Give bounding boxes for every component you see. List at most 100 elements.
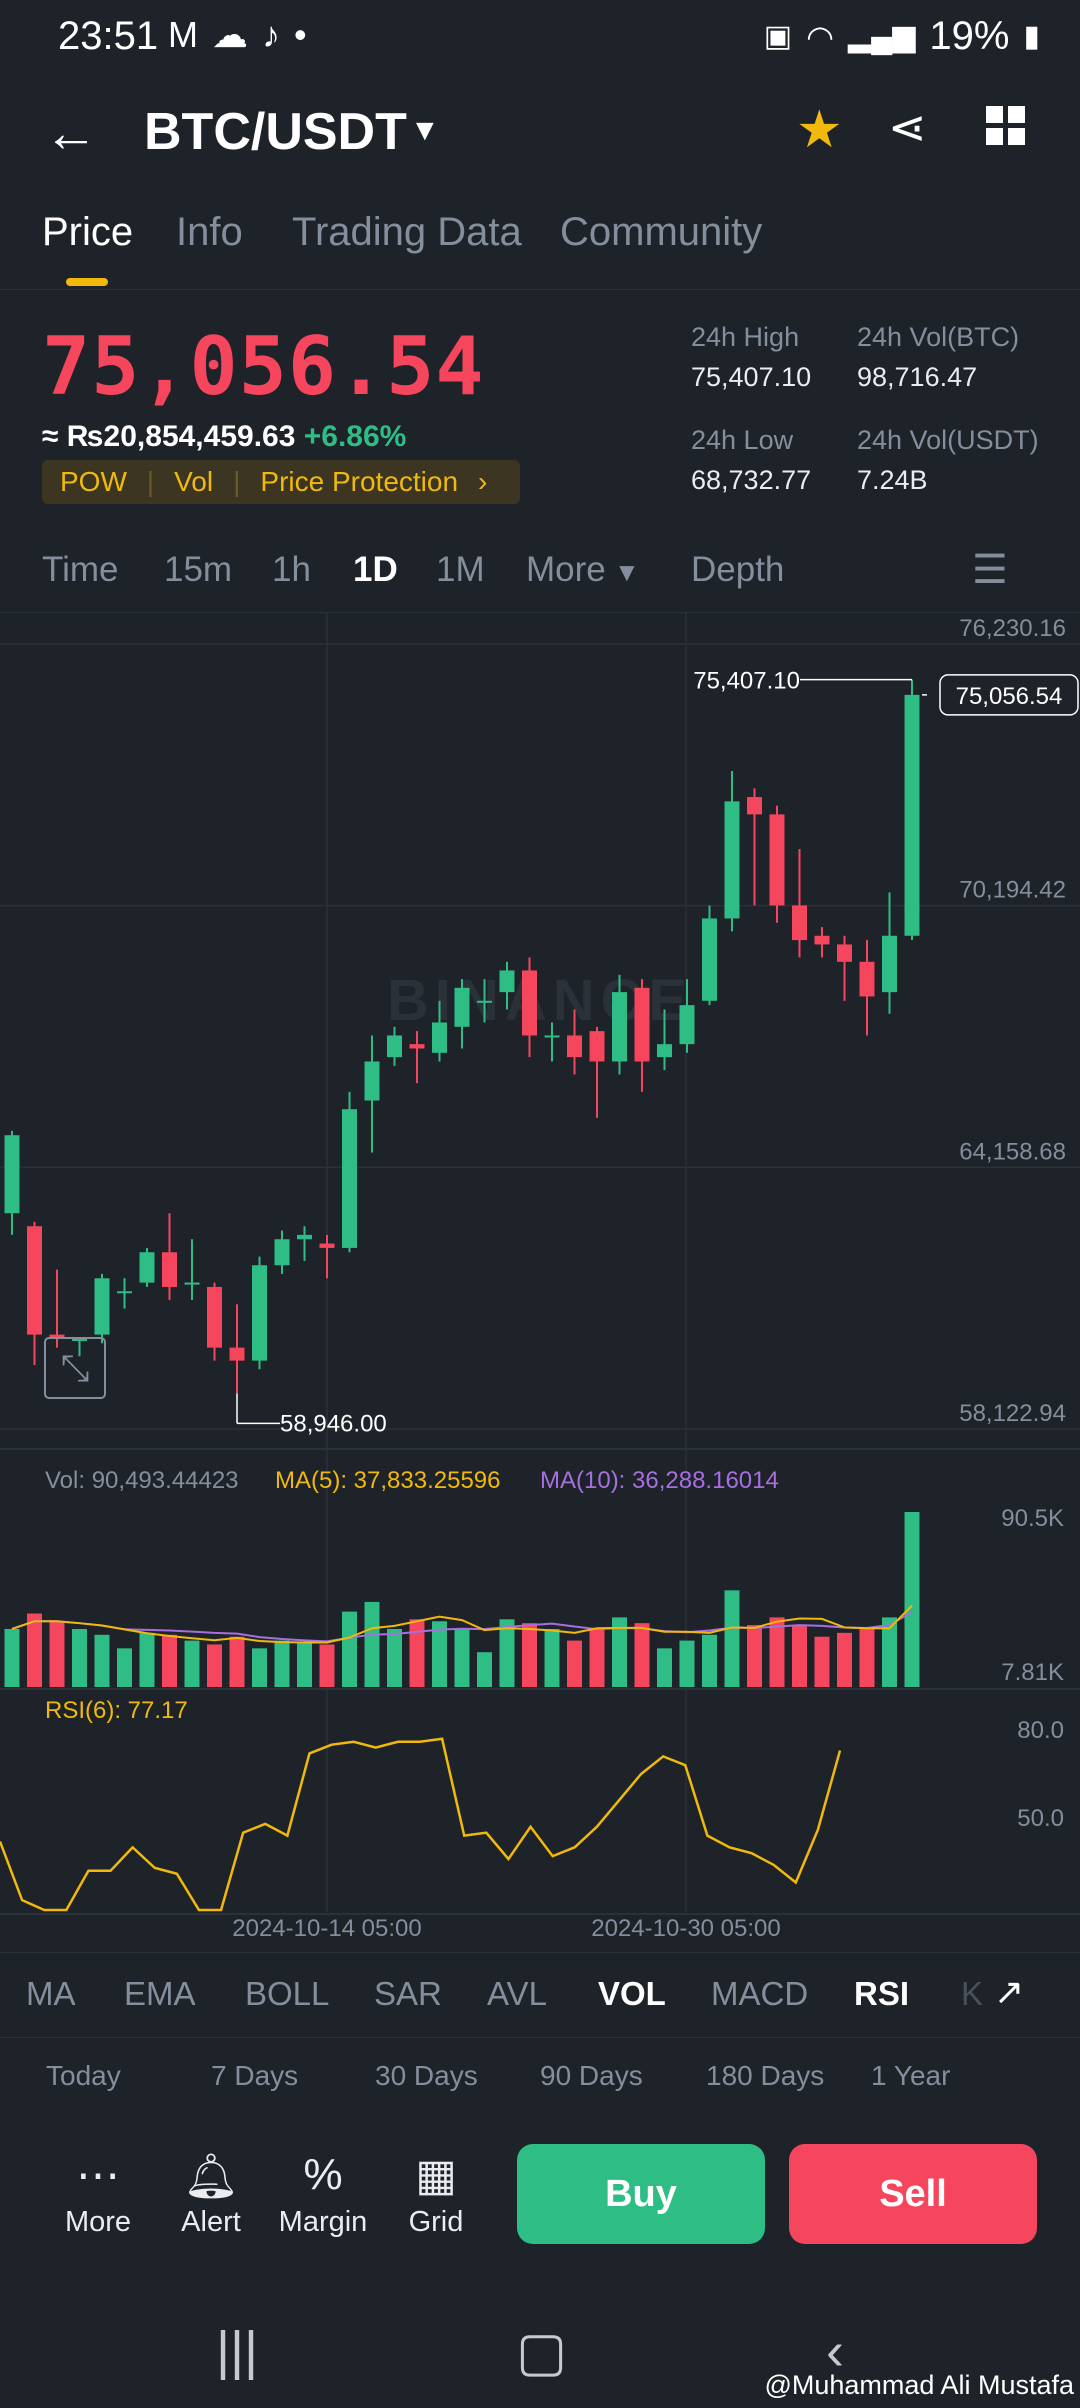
volume-bar — [184, 1640, 200, 1687]
divider: | — [146, 466, 155, 497]
tab-trading-data[interactable]: Trading Data — [292, 210, 522, 254]
caret-down-icon[interactable]: ▼ — [614, 557, 640, 587]
perf-7d[interactable]: 7 Days — [211, 2060, 299, 2091]
candle-body — [27, 1226, 42, 1335]
active-tab-indicator — [66, 278, 108, 286]
tf-1d[interactable]: 1D — [353, 550, 398, 589]
tag-price-protection[interactable]: Price Protection — [260, 466, 459, 497]
pair-title[interactable]: BTC/USDT — [144, 103, 407, 161]
buy-button[interactable]: Buy — [517, 2144, 765, 2244]
price-chart[interactable]: BINANCE76,230.1670,194.4264,158.6858,122… — [0, 612, 1080, 1952]
chart-settings-icon[interactable]: ☰ — [972, 548, 1008, 592]
candle-body — [882, 935, 897, 993]
caret-down-icon[interactable]: ▼ — [410, 114, 440, 147]
tab-community[interactable]: Community — [560, 210, 763, 254]
candle-body — [769, 814, 785, 906]
bell-icon: 🔔︎ — [183, 2152, 239, 2201]
ind-macd[interactable]: MACD — [711, 1975, 809, 2012]
more-button[interactable]: ⋯ More — [43, 2150, 153, 2239]
tag-pow[interactable]: POW — [60, 466, 127, 497]
tab-info[interactable]: Info — [176, 210, 243, 254]
grid-button[interactable]: ▦ Grid — [381, 2150, 491, 2239]
margin-label: Margin — [278, 2206, 368, 2238]
ind-boll[interactable]: BOLL — [245, 1975, 330, 2012]
ind-rsi[interactable]: RSI — [854, 1975, 910, 2012]
tab-price[interactable]: Price — [42, 210, 134, 254]
volume-bar — [589, 1628, 605, 1687]
share-icon[interactable]: ⋖ — [888, 101, 927, 153]
tf-time[interactable]: Time — [42, 550, 119, 589]
vol-btc-value: 98,716.47 — [857, 362, 978, 392]
battery-text: 19% — [929, 14, 1010, 58]
perf-today[interactable]: Today — [46, 2060, 121, 2091]
volume-bar — [634, 1623, 650, 1687]
tag-vol[interactable]: Vol — [174, 466, 214, 497]
volume-bar — [792, 1625, 807, 1687]
indicator-bar: MA EMA BOLL SAR AVL VOL MACD RSI K ↗ — [0, 1952, 1080, 2038]
ind-ema[interactable]: EMA — [124, 1975, 196, 2012]
candle-body — [184, 1282, 200, 1285]
recents-icon[interactable]: ||| — [216, 2321, 259, 2381]
perf-180d[interactable]: 180 Days — [706, 2060, 825, 2091]
candle-body — [589, 1031, 605, 1062]
volume-bar — [139, 1632, 155, 1687]
perf-1y[interactable]: 1 Year — [871, 2060, 951, 2091]
volume-bar — [94, 1634, 110, 1687]
volume-bar — [364, 1601, 380, 1687]
volume-bar — [567, 1640, 582, 1687]
low-value: 68,732.77 — [691, 465, 812, 495]
candle-body — [454, 987, 470, 1027]
star-icon[interactable]: ★ — [796, 101, 843, 159]
volume-bar — [544, 1628, 560, 1687]
candle-body — [319, 1243, 335, 1248]
candle-body — [499, 970, 515, 993]
candle-body — [49, 1334, 65, 1339]
sell-button[interactable]: Sell — [789, 2144, 1037, 2244]
tags-pill[interactable]: POW | Vol | Price Protection › — [42, 460, 520, 504]
volume-bar — [274, 1640, 290, 1687]
candle-body — [4, 1135, 20, 1214]
candle-body — [567, 1035, 582, 1058]
wifi-icon: ◠ — [806, 18, 835, 55]
volume-bar — [477, 1652, 492, 1687]
candle-body — [612, 992, 627, 1062]
alert-label: Alert — [181, 2206, 241, 2238]
back-arrow-icon[interactable]: ← — [44, 103, 98, 163]
ind-sar[interactable]: SAR — [374, 1975, 442, 2012]
margin-button[interactable]: % Margin — [268, 2150, 378, 2239]
tf-depth[interactable]: Depth — [691, 550, 785, 589]
perf-30d[interactable]: 30 Days — [375, 2060, 478, 2091]
header: ← BTC/USDT ▼ ★ ⋖ — [0, 90, 1080, 170]
candle-body — [252, 1265, 267, 1361]
ind-k[interactable]: K — [961, 1975, 984, 2012]
vol-ma5-label: MA(5): 37,833.25596 — [275, 1467, 500, 1494]
y-tick-label: 70,194.42 — [959, 877, 1066, 904]
candle-body — [747, 797, 762, 815]
grid-icon[interactable] — [986, 106, 1026, 146]
tf-1m[interactable]: 1M — [436, 550, 485, 589]
volume-bar — [837, 1632, 852, 1687]
volume-bar — [387, 1628, 402, 1687]
perf-90d[interactable]: 90 Days — [540, 2060, 643, 2091]
alert-button[interactable]: 🔔︎ Alert — [156, 2150, 266, 2239]
back-icon[interactable]: ‹ — [826, 2321, 844, 2381]
rsi-tick: 50.0 — [1017, 1805, 1064, 1832]
ind-vol[interactable]: VOL — [598, 1975, 666, 2012]
nfc-icon: ▣ — [763, 20, 793, 53]
tf-more[interactable]: More — [526, 550, 606, 589]
tf-1h[interactable]: 1h — [272, 550, 311, 589]
ind-avl[interactable]: AVL — [487, 1975, 547, 2012]
cloud-icon: ☁ — [212, 14, 248, 55]
indicator-chart-icon[interactable]: ↗ — [994, 1971, 1025, 2012]
tf-15m[interactable]: 15m — [164, 550, 233, 589]
volume-bar — [162, 1634, 177, 1687]
candle-body — [117, 1291, 132, 1294]
status-time: 23:51 — [58, 14, 159, 58]
volume-bar — [499, 1619, 515, 1687]
last-price: 75,056.54 — [42, 320, 485, 413]
volume-bar — [342, 1611, 357, 1687]
chevron-right-icon: › — [478, 466, 488, 497]
home-icon[interactable]: ▢ — [516, 2322, 568, 2382]
candle-body — [432, 1022, 447, 1053]
ind-ma[interactable]: MA — [26, 1975, 76, 2012]
